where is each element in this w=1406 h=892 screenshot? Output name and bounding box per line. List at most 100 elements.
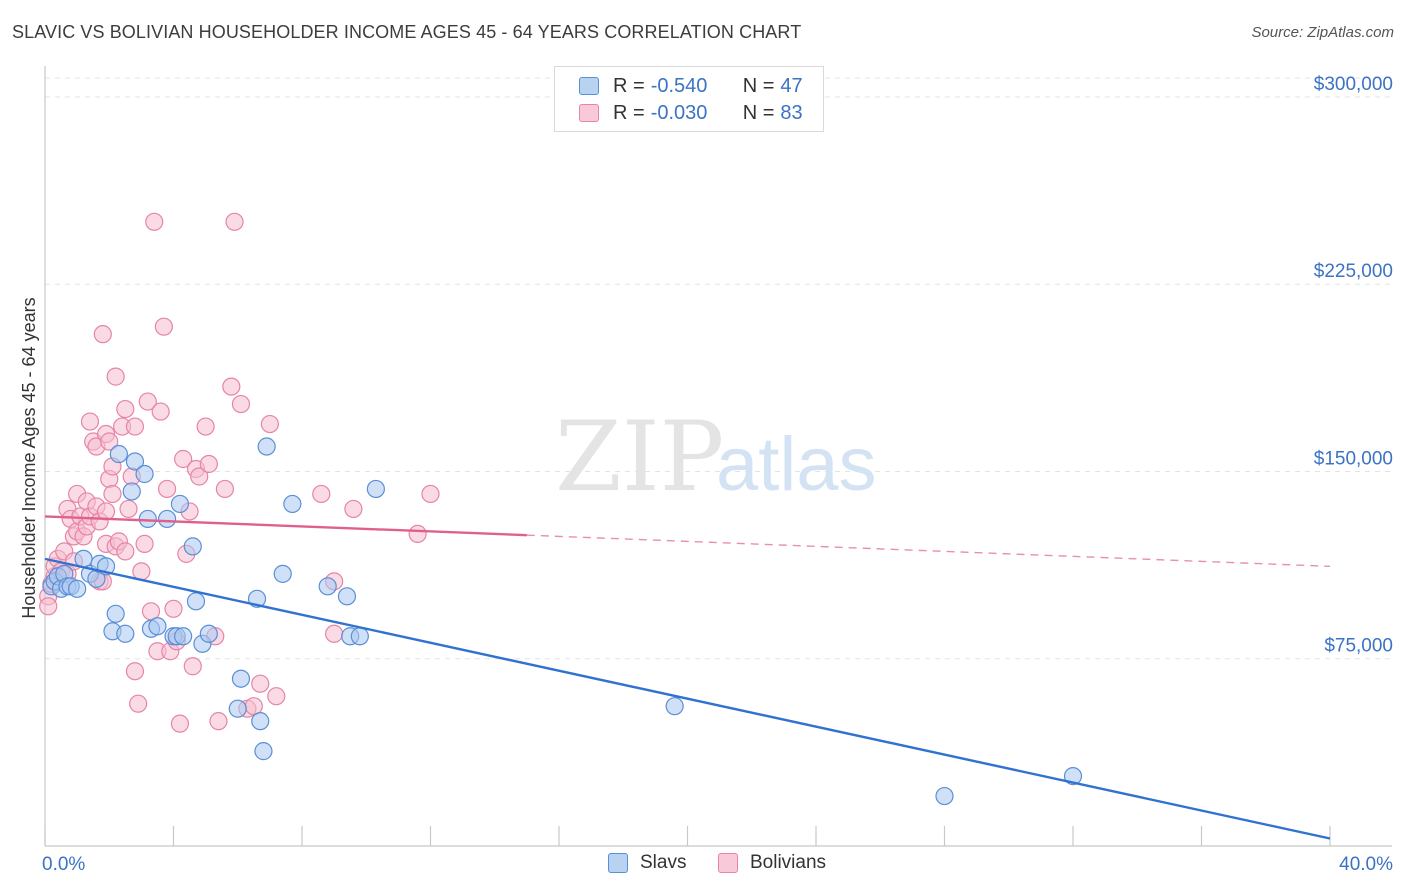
bolivians-point xyxy=(231,394,251,414)
slavs-point xyxy=(228,699,247,718)
slavs-point xyxy=(109,444,128,464)
slavs-point xyxy=(68,579,87,598)
bolivians-point xyxy=(215,479,234,499)
bolivians-point xyxy=(164,599,183,618)
slavs-point xyxy=(1063,766,1083,786)
slavs-point xyxy=(148,617,167,636)
legend-r-label: R = xyxy=(613,101,645,124)
slavs-point xyxy=(157,509,177,529)
bolivians-point xyxy=(100,432,119,451)
slavs-point xyxy=(125,452,145,471)
slavs-point xyxy=(135,464,154,484)
bolivians-point xyxy=(225,212,244,231)
legend-r-label: R = xyxy=(613,74,645,97)
slavs-point xyxy=(251,712,270,731)
bolivians-point xyxy=(119,499,138,519)
y-tick-label: $75,000 xyxy=(1324,636,1393,657)
legend-item-bolivians[interactable]: Bolivians xyxy=(718,852,826,874)
slavs-point xyxy=(183,537,202,556)
bolivians-point xyxy=(174,449,193,469)
bolivians-point xyxy=(199,454,218,474)
bolivians-trend-line xyxy=(44,515,527,537)
slavs-point xyxy=(350,627,369,646)
bolivians-point xyxy=(93,325,112,344)
slavs-point xyxy=(170,494,190,514)
legend-row-bolivians: R = -0.030 N = 83 xyxy=(579,100,803,126)
bolivians-point xyxy=(209,712,228,731)
watermark-zip: ZIP xyxy=(555,401,724,513)
bolivians-point xyxy=(125,662,145,681)
bolivians-trend-extension xyxy=(526,534,1331,568)
bolivians-point xyxy=(267,687,286,706)
slavs-point xyxy=(254,742,273,761)
bolivians-point xyxy=(138,392,157,411)
y-tick-label: $225,000 xyxy=(1314,261,1393,282)
slavs-point xyxy=(106,604,125,623)
slavs-point xyxy=(122,482,141,501)
slavs-swatch xyxy=(608,853,628,873)
series-legend: Slavs Bolivians xyxy=(0,852,1406,876)
bolivians-point xyxy=(344,499,363,519)
slavs-point xyxy=(366,479,385,499)
bolivians-point xyxy=(129,694,148,713)
chart-source: Source: ZipAtlas.com xyxy=(1251,24,1394,41)
y-tick-label: $150,000 xyxy=(1314,448,1393,469)
legend-n-value: 83 xyxy=(780,101,803,124)
bolivians-point xyxy=(39,597,58,616)
legend-n-label: N = xyxy=(742,101,775,124)
y-tick-label: $300,000 xyxy=(1314,74,1393,95)
bolivians-point xyxy=(190,467,209,486)
legend-n-label: N = xyxy=(742,74,775,97)
bolivians-point xyxy=(260,414,279,434)
slavs-point xyxy=(318,577,337,596)
slavs-point xyxy=(283,494,302,514)
chart-title: SLAVIC VS BOLIVIAN HOUSEHOLDER INCOME AG… xyxy=(12,22,802,42)
bolivians-point xyxy=(125,417,145,436)
slavs-point xyxy=(935,786,954,806)
slavs-point xyxy=(199,624,218,643)
legend-label-bolivians: Bolivians xyxy=(750,852,827,873)
grid-lines xyxy=(45,77,1392,660)
legend-r-value: -0.030 xyxy=(650,101,708,124)
bolivians-point xyxy=(157,479,177,499)
x-tick-label-min: 0.0% xyxy=(42,854,85,875)
bolivians-point xyxy=(154,317,173,336)
bolivians-point xyxy=(116,399,135,419)
bolivians-point xyxy=(145,212,164,231)
bolivians-point xyxy=(170,714,190,733)
axes xyxy=(44,66,1392,847)
bolivians-point xyxy=(132,562,151,581)
correlation-legend: R = -0.540 N = 47 R = -0.030 N = 83 xyxy=(554,66,824,132)
watermark: ZIP atlas xyxy=(555,401,877,513)
legend-label-slavs: Slavs xyxy=(640,852,687,873)
legend-n-value: 47 xyxy=(780,74,803,97)
y-axis-title: Householder Income Ages 45 - 64 years xyxy=(19,297,39,618)
bolivians-point xyxy=(151,402,170,421)
legend-r-value: -0.540 xyxy=(650,74,708,97)
slavs-swatch xyxy=(579,77,599,95)
bolivians-point xyxy=(116,542,135,561)
bolivians-point xyxy=(183,657,202,676)
bolivians-point xyxy=(222,377,241,396)
bolivians-point xyxy=(106,367,125,386)
slavs-point xyxy=(257,437,276,456)
trend-lines xyxy=(44,515,1331,840)
slavs-point xyxy=(337,587,357,606)
bolivians-point xyxy=(421,484,440,504)
bolivians-point xyxy=(312,484,331,504)
slavs-point xyxy=(665,697,684,716)
bolivians-point xyxy=(325,624,344,643)
legend-row-slavs: R = -0.540 N = 47 xyxy=(579,73,803,99)
bolivians-swatch xyxy=(718,853,738,873)
slavs-point xyxy=(273,564,292,583)
watermark-atlas: atlas xyxy=(716,422,877,507)
legend-item-slavs[interactable]: Slavs xyxy=(608,852,686,874)
bolivians-point xyxy=(408,524,427,544)
slavs-point xyxy=(174,627,193,646)
bolivians-point xyxy=(135,534,154,553)
bolivians-swatch xyxy=(579,104,599,122)
axis-labels: $75,000 $150,000 $225,000 $300,000 0.0% 40.0%… xyxy=(19,74,1393,875)
bolivians-point xyxy=(196,417,215,436)
slavs-point xyxy=(138,509,157,529)
